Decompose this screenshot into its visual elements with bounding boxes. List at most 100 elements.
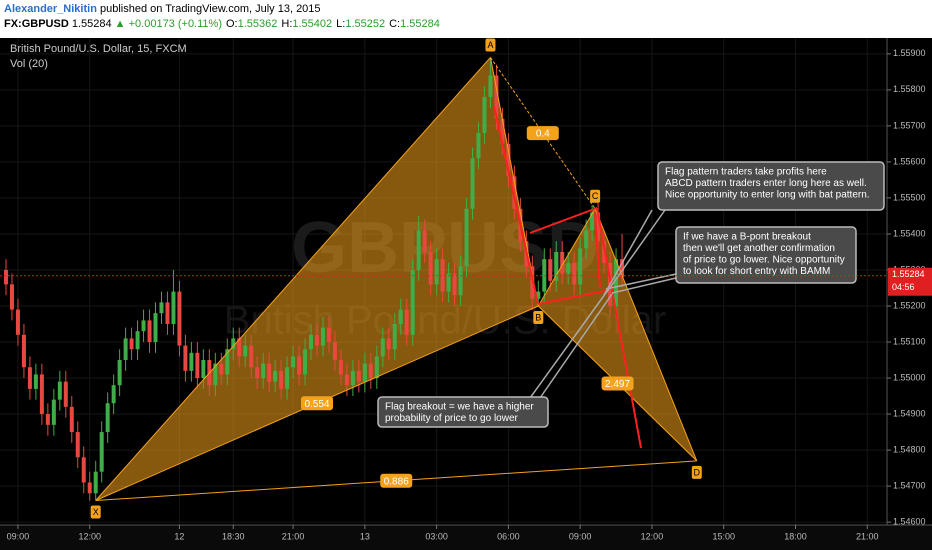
candle-body xyxy=(476,133,481,159)
candle-body xyxy=(3,269,8,285)
candle-body xyxy=(554,251,559,281)
candle-body xyxy=(368,363,373,379)
point-label: A xyxy=(487,40,493,50)
y-tick-label: 1.55600 xyxy=(893,156,926,166)
candle-body xyxy=(285,367,290,389)
y-tick-label: 1.55900 xyxy=(893,48,926,58)
trend-line xyxy=(594,212,601,289)
candle-body xyxy=(488,75,493,98)
ratio-label: 2.497 xyxy=(605,379,630,390)
candle-body xyxy=(255,367,260,379)
candle-body xyxy=(21,334,26,368)
candle-body xyxy=(398,309,403,325)
candle-body xyxy=(446,273,451,292)
x-tick-label: 03:00 xyxy=(425,531,448,541)
candle-body xyxy=(434,259,439,285)
y-tick-label: 1.55400 xyxy=(893,228,926,238)
candle-body xyxy=(578,248,583,285)
x-tick-label: 18:30 xyxy=(222,531,245,541)
ohlc-value: 1.55252 xyxy=(345,18,386,30)
candle-body xyxy=(452,273,457,296)
candle-body xyxy=(482,97,487,134)
quote-line: FX:GBPUSD 1.55284 ▲ +0.00173 (+0.11%) O:1… xyxy=(4,17,928,32)
point-box xyxy=(485,38,496,52)
candle-body xyxy=(297,356,302,375)
candle-body xyxy=(39,374,44,415)
candle-body xyxy=(93,471,98,494)
trend-line xyxy=(611,289,642,449)
ohlc-value: 1.55284 xyxy=(400,18,440,30)
callout-line xyxy=(605,273,677,290)
x-tick-label: 06:00 xyxy=(497,531,520,541)
price: 1.55284 xyxy=(71,18,112,30)
y-tick-label: 1.54600 xyxy=(893,516,926,526)
point-box xyxy=(533,310,544,324)
candle-body xyxy=(45,414,50,425)
callout-text: probability of price to go lower xyxy=(385,413,519,424)
pattern-line xyxy=(489,57,539,307)
x-tick-label: 21:00 xyxy=(282,531,305,541)
callout-text: of price to go lower. Nice opportunity xyxy=(683,255,845,266)
trend-line xyxy=(537,289,611,305)
trend-line xyxy=(596,207,613,291)
candle-body xyxy=(165,302,170,325)
trend-line xyxy=(493,105,539,305)
callout-line xyxy=(606,209,666,293)
candle-body xyxy=(380,338,385,357)
candle-body xyxy=(350,370,355,386)
y-tick-label: 1.55500 xyxy=(893,192,926,202)
pattern-fill xyxy=(95,57,539,501)
callout-text: to look for short entry with BAMM xyxy=(683,266,830,277)
y-tick-label: 1.54800 xyxy=(893,444,926,454)
candle-body xyxy=(87,482,92,494)
x-tick-label: 21:00 xyxy=(856,531,879,541)
candle-body xyxy=(536,291,541,299)
point-box xyxy=(90,505,101,519)
published: published on TradingView.com, July 13, 2… xyxy=(99,3,321,15)
candle-body xyxy=(135,331,140,350)
candle-body xyxy=(171,291,176,325)
candle-body xyxy=(99,432,104,472)
candle-body xyxy=(374,356,379,379)
chart: GBPUSDBritish Pound/U.S. Dollar0.5540.42… xyxy=(0,38,932,550)
callout-box xyxy=(675,226,857,284)
x-tick-label: 13 xyxy=(360,531,370,541)
x-tick-label: 12:00 xyxy=(641,531,664,541)
callout-text: Flag breakout = we have a higher xyxy=(385,402,534,413)
trend-line xyxy=(529,207,598,234)
candle-body xyxy=(129,338,134,350)
y-tick-label: 1.55000 xyxy=(893,372,926,382)
pattern-line xyxy=(537,208,596,307)
candle-body xyxy=(57,381,62,400)
x-tick-label: 09:00 xyxy=(569,531,592,541)
candle-body xyxy=(500,118,505,144)
candle-body xyxy=(183,345,188,371)
x-tick-label: 15:00 xyxy=(712,531,735,541)
ratio-box xyxy=(601,376,634,391)
candle-body xyxy=(141,320,146,332)
candle-body xyxy=(231,338,236,350)
candle-body xyxy=(267,363,272,382)
point-box xyxy=(691,465,702,479)
point-label: D xyxy=(694,467,701,477)
point-label: B xyxy=(535,312,541,322)
candle-body xyxy=(614,259,619,306)
candle-body xyxy=(123,338,128,361)
candle-body xyxy=(27,367,32,389)
candle-body xyxy=(464,208,469,267)
author[interactable]: Alexander_Nikitin xyxy=(4,3,97,15)
pattern-line xyxy=(95,57,491,501)
candle-body xyxy=(356,370,361,382)
y-tick-label: 1.54900 xyxy=(893,408,926,418)
ratio-box xyxy=(300,396,333,411)
callout-line xyxy=(603,209,653,296)
candle-body xyxy=(117,360,122,386)
candle-body xyxy=(195,352,200,379)
candle-body xyxy=(620,259,625,278)
candle-body xyxy=(303,349,308,375)
header: Alexander_Nikitin published on TradingVi… xyxy=(0,0,932,38)
chart-title: British Pound/U.S. Dollar, 15, FXCM xyxy=(10,43,187,55)
y-tick-label: 1.55800 xyxy=(893,84,926,94)
candle-body xyxy=(51,399,56,425)
